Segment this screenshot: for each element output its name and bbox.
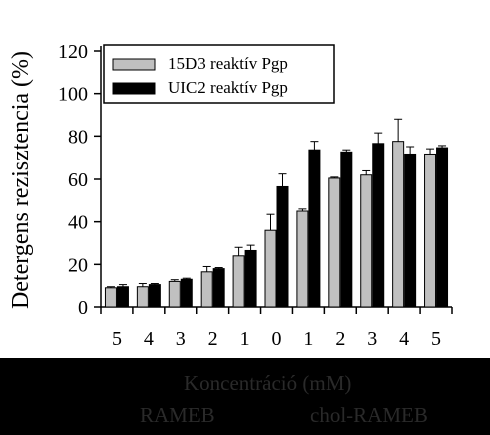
x-tick-label: 1 <box>240 328 250 350</box>
bar-uic2 <box>308 149 321 308</box>
bar-uic2 <box>340 151 353 308</box>
y-tick-label: 40 <box>68 212 88 234</box>
bar-15d3 <box>264 229 277 308</box>
bar-uic2 <box>276 185 289 308</box>
y-tick-label: 100 <box>58 84 88 106</box>
group-label-rameb: RAMEB <box>140 403 215 427</box>
bar-uic2 <box>212 268 225 308</box>
bar-uic2 <box>404 153 417 308</box>
bar-uic2 <box>180 278 193 308</box>
x-tick-label: 1 <box>303 328 313 350</box>
bar-uic2 <box>244 249 257 308</box>
x-tick-label: 0 <box>272 328 282 350</box>
legend-label-uic2: UIC2 reaktív Pgp <box>168 78 288 97</box>
bar-15d3 <box>360 174 373 308</box>
x-tick-label: 5 <box>431 328 441 350</box>
y-tick-label: 120 <box>58 41 88 63</box>
y-tick-label: 0 <box>78 297 88 319</box>
y-tick-label: 60 <box>68 169 88 191</box>
bar-15d3 <box>328 177 341 308</box>
x-tick-label: 4 <box>144 328 154 350</box>
y-tick-label: 80 <box>68 126 88 148</box>
legend-label-15d3: 15D3 reaktív Pgp <box>168 54 288 73</box>
bar-uic2 <box>372 143 385 308</box>
x-tick-label: 2 <box>208 328 218 350</box>
x-tick-label: 4 <box>399 328 409 350</box>
bar-15d3 <box>424 153 437 308</box>
x-tick-label: 2 <box>335 328 345 350</box>
error-bars <box>106 118 447 288</box>
x-tick-label: 5 <box>112 328 122 350</box>
x-axis-label: Koncentráció (mM) <box>184 371 352 395</box>
x-tick-label: 3 <box>367 328 377 350</box>
legend-swatch-uic2 <box>112 82 156 95</box>
bar-15d3 <box>104 287 117 308</box>
bar-uic2 <box>116 286 129 308</box>
group-label-chol-rameb: chol-RAMEB <box>310 403 428 427</box>
x-tick-label: 3 <box>176 328 186 350</box>
bar-15d3 <box>200 271 213 308</box>
bar-uic2 <box>436 147 449 308</box>
bar-15d3 <box>136 286 149 308</box>
bar-series <box>104 141 449 308</box>
bar-15d3 <box>392 141 405 308</box>
bar-uic2 <box>148 284 161 308</box>
y-axis: 0 20 40 60 80 100 120 <box>58 41 102 319</box>
y-axis-label: Detergens rezisztencia (%) <box>8 51 34 309</box>
legend-swatch-15d3 <box>112 58 156 71</box>
legend: 15D3 reaktív Pgp UIC2 reaktív Pgp <box>103 44 335 104</box>
y-tick-label: 20 <box>68 254 88 276</box>
bar-15d3 <box>296 210 309 308</box>
bar-15d3 <box>232 255 245 308</box>
bar-15d3 <box>168 280 181 308</box>
footer-band: Koncentráció (mM) RAMEB chol-RAMEB <box>0 358 490 435</box>
